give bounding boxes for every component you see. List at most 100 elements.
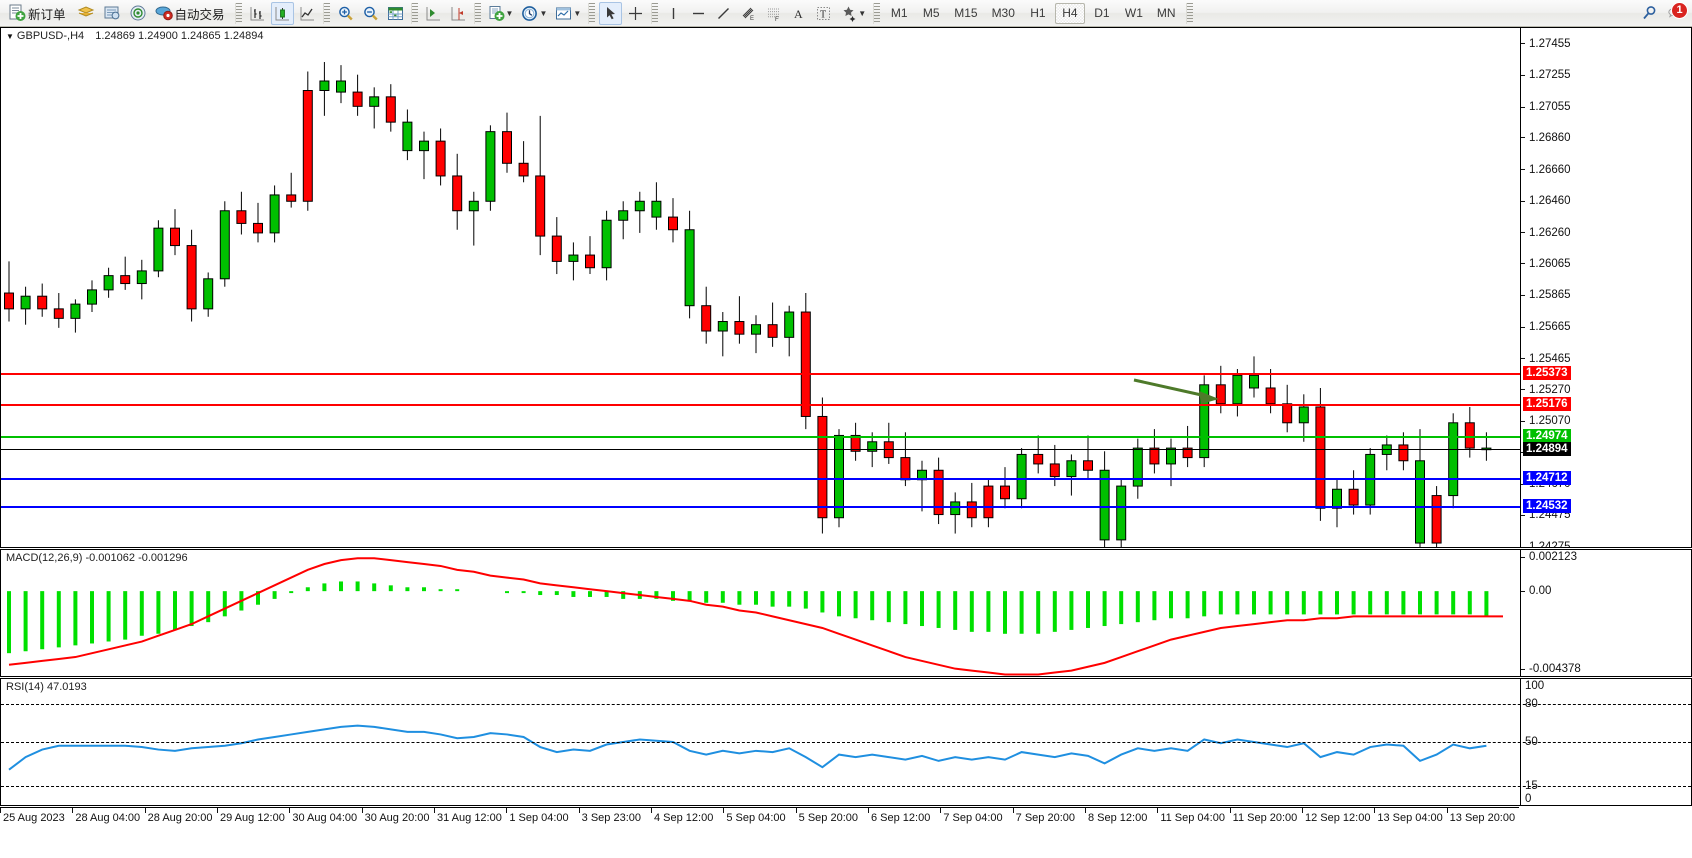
templates-icon (556, 7, 572, 19)
equidistant-channel-tool-button[interactable]: E (737, 2, 760, 25)
time-tick (578, 808, 580, 813)
chevron-down-icon[interactable]: ▼ (858, 8, 867, 18)
time-tick (506, 808, 508, 813)
time-axis[interactable]: 25 Aug 2023 28 Aug 04:00 28 Aug 20:00 29 Au… (0, 807, 1519, 829)
svg-text:A: A (794, 7, 803, 21)
timeframe-m15[interactable]: M15 (954, 6, 978, 20)
search-button[interactable] (1637, 2, 1662, 25)
price-tick: 1.25465 (1521, 353, 1571, 365)
data-window-button[interactable] (384, 2, 407, 25)
rsi-tick: 100 (1525, 679, 1545, 692)
toolbar-separator (873, 2, 881, 24)
terminal-button[interactable] (100, 2, 124, 25)
timeframe-m30[interactable]: M30 (991, 6, 1015, 20)
text-label-icon: T (817, 6, 831, 20)
price-plot-inner (1, 28, 1691, 547)
price-pane[interactable]: ▼ GBPUSD-,H4 1.24869 1.24900 1.24865 1.24… (0, 27, 1692, 548)
time-tick (434, 808, 435, 813)
macd-axis[interactable]: 0.002123 0.00 -0.004378 (1520, 550, 1691, 676)
fibonacci-tool-button[interactable]: F (762, 2, 785, 25)
shapes-tool-button[interactable]: ▼ (837, 2, 869, 25)
svg-text:T: T (820, 9, 826, 20)
notification-badge: 1 (1671, 1, 1688, 19)
price-tag-resistance: 1.25373 (1523, 366, 1571, 381)
time-tick (361, 808, 363, 813)
auto-scroll-button[interactable] (422, 2, 445, 25)
time-label: 1 Sep 04:00 (509, 812, 569, 824)
rsi-level-15 (1, 786, 1691, 788)
time-tick (1302, 808, 1303, 813)
text-tool-button[interactable]: A (787, 2, 810, 25)
horizontal-line-tool-button[interactable] (687, 2, 710, 25)
candlestick-series (4, 62, 1492, 547)
vertical-line-tool-button[interactable] (662, 2, 685, 25)
text-icon: A (794, 7, 803, 21)
market-book-button[interactable] (74, 2, 98, 25)
rsi-pane[interactable]: RSI(14) 47.0193 100 80 50 15 0 (0, 678, 1692, 806)
templates-button[interactable]: ▼ (552, 2, 584, 25)
timeframe-h1[interactable]: H1 (1030, 6, 1046, 20)
time-label: 3 Sep 23:00 (581, 812, 641, 824)
zoom-out-button[interactable] (359, 2, 382, 25)
trendline-tool-button[interactable] (712, 2, 735, 25)
time-label: 4 Sep 12:00 (654, 812, 714, 824)
time-label: 7 Sep 20:00 (1015, 812, 1075, 824)
price-level-line-support[interactable] (1, 506, 1520, 509)
price-level-line-resistance[interactable] (1, 373, 1520, 376)
bar-chart-icon (250, 6, 264, 20)
alerts-button[interactable]: 1 (1664, 1, 1688, 24)
price-tick: 1.27455 (1521, 38, 1571, 50)
chevron-down-icon[interactable]: ▼ (539, 8, 548, 18)
candlestick-chart-button[interactable] (270, 1, 294, 25)
price-level-line-support[interactable] (1, 477, 1520, 480)
indicators-button[interactable]: ▼ (485, 2, 517, 25)
price-tick: 1.27055 (1521, 101, 1571, 113)
time-tick (1229, 808, 1231, 813)
time-label: 11 Sep 20:00 (1232, 812, 1298, 824)
time-tick (1446, 808, 1448, 813)
time-label: 25 Aug 2023 (3, 812, 65, 824)
price-level-line-current-price[interactable] (1, 449, 1520, 451)
cursor-tool-button[interactable] (599, 1, 623, 25)
macd-series (7, 557, 1503, 676)
new-order-button[interactable]: 新订单 (5, 2, 72, 25)
timeframe-d1[interactable]: D1 (1094, 6, 1110, 20)
price-level-line-resistance[interactable] (1, 404, 1520, 407)
chart-shift-icon (451, 6, 465, 20)
horizontal-line-icon (693, 12, 705, 14)
timeframe-m1[interactable]: M1 (890, 6, 908, 20)
signals-button[interactable] (126, 2, 150, 25)
macd-pane[interactable]: MACD(12,26,9) -0.001062 -0.001296 0.0021… (0, 549, 1692, 677)
time-tick (1374, 808, 1376, 813)
chevron-down-icon[interactable]: ▼ (573, 8, 582, 18)
line-chart-button[interactable] (296, 2, 319, 25)
price-tag-support: 1.24712 (1523, 470, 1571, 485)
rsi-plot-inner (1, 679, 1691, 805)
price-tag-pivot: 1.24974 (1523, 429, 1571, 444)
zoom-in-button[interactable] (334, 2, 357, 25)
price-tag-support: 1.24532 (1523, 499, 1571, 514)
bar-chart-button[interactable] (246, 2, 269, 25)
chart-shift-button[interactable] (447, 2, 470, 25)
timeframe-m5[interactable]: M5 (922, 6, 940, 20)
price-axis[interactable]: 1.27455 1.27255 1.27055 1.26860 1.26660 1.264… (1520, 28, 1691, 547)
timeframe-h4[interactable]: H4 (1054, 2, 1085, 24)
price-tick: 1.24275 (1521, 541, 1571, 547)
time-tick (1012, 808, 1014, 813)
text-label-tool-button[interactable]: T (812, 2, 835, 25)
auto-trading-button[interactable]: 自动交易 (152, 2, 231, 25)
timeframe-mn[interactable]: MN (1156, 6, 1176, 20)
chevron-down-icon[interactable]: ▼ (505, 8, 514, 18)
signal-icon (130, 5, 146, 21)
chevron-down-icon[interactable]: ▼ (6, 32, 14, 41)
timeframe-w1[interactable]: W1 (1124, 6, 1143, 20)
price-level-line-pivot[interactable] (1, 436, 1520, 439)
period-button[interactable]: ▼ (518, 2, 550, 25)
timeframe-group: M1 M5 M15 M30 H1 H4 D1 W1 MN (883, 2, 1182, 24)
candlestick-chart-icon (275, 6, 289, 20)
crosshair-tool-button[interactable] (624, 2, 647, 25)
new-order-icon (9, 4, 26, 21)
fibonacci-icon: F (768, 8, 780, 22)
chart-container[interactable]: ▼ GBPUSD-,H4 1.24869 1.24900 1.24865 1.24… (0, 27, 1692, 858)
price-tick: 1.25865 (1521, 289, 1571, 301)
